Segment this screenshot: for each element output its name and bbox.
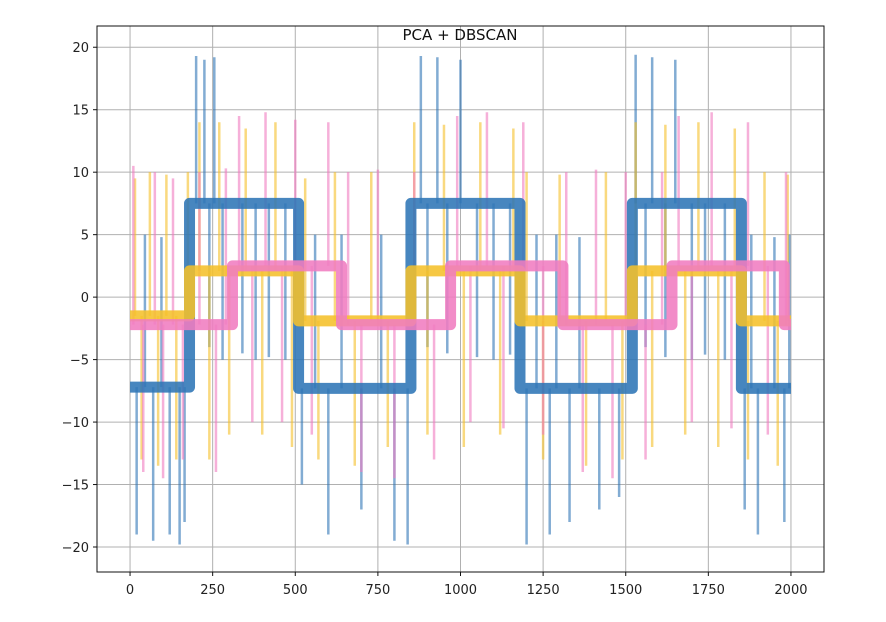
y-tick-label: −15 (62, 479, 89, 494)
x-tick-label: 750 (365, 583, 390, 598)
series-0-spikes (135, 54, 791, 545)
x-tick-label: 1250 (527, 583, 560, 598)
x-tick-label: 2000 (774, 583, 807, 598)
x-tick-label: 1500 (609, 583, 642, 598)
y-tick-label: 0 (81, 291, 89, 306)
x-tick-label: 500 (283, 583, 308, 598)
y-tick-label: 20 (72, 41, 89, 56)
x-tick-label: 1000 (444, 583, 477, 598)
x-tick-label: 250 (200, 583, 225, 598)
series-2-spikes (132, 112, 788, 479)
x-tick-label: 0 (126, 583, 134, 598)
y-tick-label: 5 (81, 229, 89, 244)
y-tick-label: −5 (70, 354, 89, 369)
y-tick-label: −20 (62, 541, 89, 556)
y-tick-label: 10 (72, 166, 89, 181)
plot-marks (130, 54, 791, 545)
y-tick-label: 15 (72, 104, 89, 119)
ticks: 0 250 500 750 1000 1250 1500 1750 2000 −20 −15 −10 −… (62, 41, 808, 598)
x-tick-label: 1750 (692, 583, 725, 598)
y-tick-label: −10 (62, 416, 89, 431)
chart-title: PCA + DBSCAN (403, 26, 518, 44)
series-2-step-line (130, 260, 791, 331)
series-0-step-line (130, 197, 791, 394)
